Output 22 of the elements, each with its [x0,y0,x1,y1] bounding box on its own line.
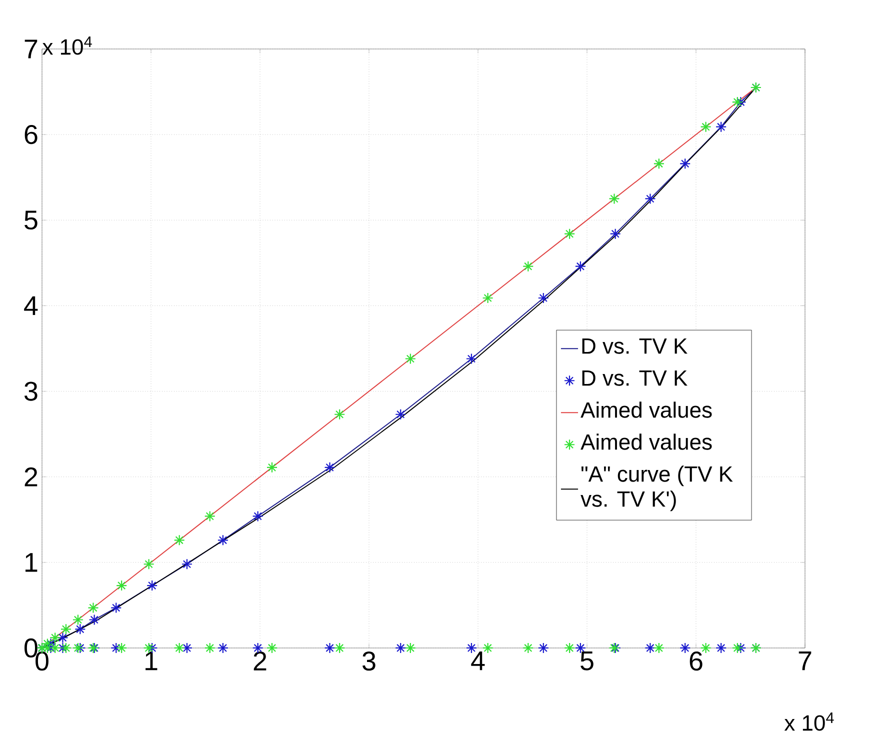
legend-label: Aimed values [580,402,712,418]
x-tick-label: 7 [798,652,812,670]
x-tick-label: 3 [362,652,376,671]
legend-label: D vs. TV K [582,338,688,354]
y-tick-label: 1 [26,553,38,572]
legend-label: D vs. TV K [582,370,688,386]
x-tick-label: 4 [471,652,485,670]
y-tick-label: 2 [24,467,38,486]
y-tick-label: 4 [24,296,38,315]
y-tick-label: 6 [24,125,38,144]
x-tick-label: 1 [146,652,158,670]
y-tick-label: 0 [24,638,38,658]
legend-label: Aimed values [580,434,712,450]
legend-label: "A" curve (TV K vs. TV K') [580,466,733,512]
y-tick-label: 7 [24,40,38,58]
annotation: x 10$^{4}$ [42,36,92,55]
x-tick-label: 6 [690,652,702,671]
y-tick-label: 5 [24,210,38,230]
y-tick-label: 3 [24,382,38,401]
x-tick-label: 2 [254,652,266,670]
text: x 10$^{4}$ [784,712,834,731]
x-tick-label: 5 [580,652,594,670]
